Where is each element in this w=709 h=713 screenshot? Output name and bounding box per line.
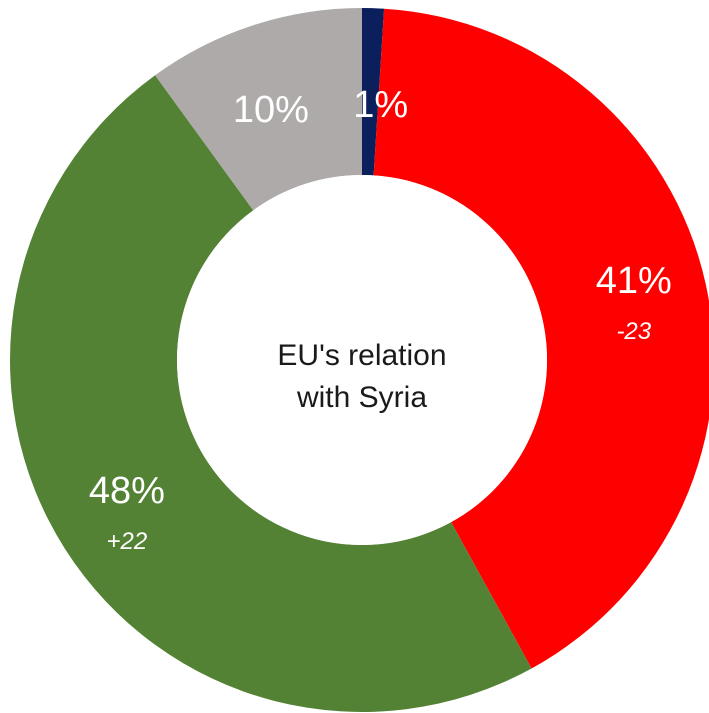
center-title: EU's relation with Syria <box>277 339 446 414</box>
slice-label-delta: -23 <box>616 318 651 345</box>
donut-slice-48pct <box>9 75 532 713</box>
donut-slice-1pct <box>362 8 385 176</box>
slice-label-pct: 48% <box>89 470 165 512</box>
slice-label-pct: 41% <box>596 260 672 302</box>
donut-hole <box>177 175 547 545</box>
slices-layer <box>9 8 709 713</box>
donut-slice-10pct <box>155 8 362 211</box>
slice-labels-layer: 1% 41% -23 48% +22 10% <box>89 84 672 555</box>
slice-label-pct: 10% <box>233 89 309 131</box>
center-title-line-1: EU's relation <box>277 339 446 372</box>
slice-label-delta: +22 <box>106 528 147 555</box>
donut-slice-41pct <box>373 8 709 669</box>
slice-label-pct: 1% <box>353 84 408 126</box>
center-title-line-2: with Syria <box>296 381 427 414</box>
